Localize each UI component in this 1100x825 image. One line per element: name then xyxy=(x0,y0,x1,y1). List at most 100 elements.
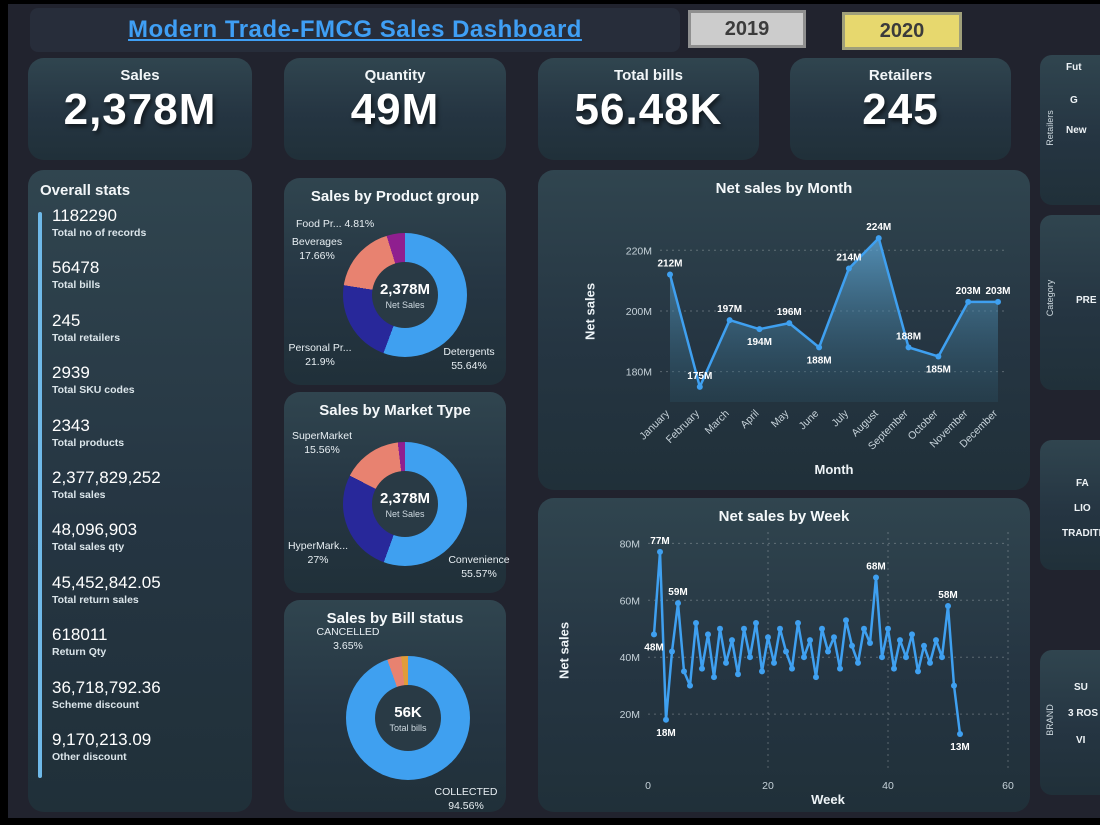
stat-total-sales: 2,377,829,252 Total sales xyxy=(52,467,161,501)
slicer-item-category-1[interactable]: PRE xyxy=(1076,295,1097,306)
svg-text:200M: 200M xyxy=(626,306,652,318)
product-group-donut-center: 2,378M Net Sales xyxy=(372,262,438,328)
svg-text:13M: 13M xyxy=(950,742,969,753)
svg-text:40M: 40M xyxy=(620,652,640,664)
svg-text:212M: 212M xyxy=(657,259,682,270)
retailers-slicer-panel: Retailers Fut G New xyxy=(1040,55,1100,205)
stat-return-qty: 618011 Return Qty xyxy=(52,625,108,659)
slicer-item-segment-1[interactable]: FA xyxy=(1076,478,1089,489)
product-group-chart-title: Sales by Product group xyxy=(310,188,480,205)
callout-hypermarket: HyperMark... 27% xyxy=(287,540,349,566)
market-type-donut-center: 2,378M Net Sales xyxy=(372,471,438,537)
svg-text:18M: 18M xyxy=(656,728,675,739)
kpi-retailers-card: Retailers 245 xyxy=(790,58,1011,160)
kpi-total-bills-card: Total bills 56.48K xyxy=(538,58,759,160)
stat-total-products: 2343 Total products xyxy=(52,415,125,449)
slicer-item-segment-3[interactable]: TRADITI xyxy=(1062,528,1100,539)
kpi-quantity-label: Quantity xyxy=(364,67,426,84)
svg-text:July: July xyxy=(829,407,851,429)
kpi-sales-value: 2,378M xyxy=(63,85,217,134)
net-sales-by-week-card: Net sales by Week 20M 40M 60M 80M 0 20 40 60 48M… xyxy=(538,498,1030,812)
slicer-item-brand-1[interactable]: SU xyxy=(1074,682,1088,693)
callout-personal-products: Personal Pr... 21.9% xyxy=(288,342,352,368)
svg-text:60: 60 xyxy=(1002,780,1014,792)
stat-total-records: 1182290 Total no of records xyxy=(52,206,147,239)
bill-status-donut-center: 56K Total bills xyxy=(375,685,441,751)
stat-total-sku-codes: 2939 Total SKU codes xyxy=(52,363,135,397)
year-2019-button[interactable]: 2019 xyxy=(688,10,806,48)
svg-text:196M: 196M xyxy=(777,307,802,318)
svg-text:185M: 185M xyxy=(926,364,951,375)
kpi-quantity-value: 49M xyxy=(350,85,440,134)
kpi-quantity-card: Quantity 49M xyxy=(284,58,506,160)
kpi-sales-card: Sales 2,378M xyxy=(28,58,252,160)
svg-text:224M: 224M xyxy=(866,222,891,233)
stat-scheme-discount: 36,718,792.36 Scheme discount xyxy=(52,677,161,711)
svg-text:188M: 188M xyxy=(896,331,921,342)
svg-text:March: March xyxy=(703,408,732,437)
week-line-chart[interactable]: 20M 40M 60M 80M 0 20 40 60 48M 77M 18M 59M 68M 58M 13M xyxy=(538,498,1030,812)
slicer-item-brand-2[interactable]: 3 ROS xyxy=(1068,708,1099,719)
stats-accent-bar xyxy=(38,212,42,778)
callout-food-products: Food Pr... 4.81% xyxy=(296,218,375,230)
callout-detergents: Detergents 55.64% xyxy=(443,346,495,372)
svg-text:80M: 80M xyxy=(620,538,640,550)
kpi-retailers-value: 245 xyxy=(862,85,939,134)
svg-text:77M: 77M xyxy=(650,536,669,547)
market-type-chart-title: Sales by Market Type xyxy=(319,402,471,419)
retailers-slicer-label: Retailers xyxy=(1045,110,1055,146)
kpi-total-bills-value: 56.48K xyxy=(574,85,723,134)
kpi-sales-label: Sales xyxy=(120,67,160,84)
week-chart-ylabel: Net sales xyxy=(556,621,572,680)
slicer-item-retailer-3[interactable]: New xyxy=(1066,125,1087,136)
brand-slicer-panel: BRAND SU 3 ROS VI xyxy=(1040,650,1100,795)
callout-beverages: Beverages 17.66% xyxy=(291,236,343,262)
svg-text:May: May xyxy=(769,407,792,430)
slicer-item-brand-3[interactable]: VI xyxy=(1076,735,1086,746)
week-chart-title: Net sales by Week xyxy=(718,508,850,525)
month-chart-ylabel: Net sales xyxy=(582,282,598,341)
bill-status-chart-title: Sales by Bill status xyxy=(326,610,464,627)
svg-text:203M: 203M xyxy=(956,286,981,297)
stats-list: 1182290 Total no of records 56478 Total … xyxy=(52,206,161,782)
svg-text:203M: 203M xyxy=(985,286,1010,297)
sales-by-market-type-card: Sales by Market Type 2,378M Net Sales Su… xyxy=(284,392,510,593)
slicer-item-segment-2[interactable]: LIO xyxy=(1074,503,1091,514)
overall-stats-card: Overall stats 1182290 Total no of record… xyxy=(28,170,252,812)
slicer-item-retailer-2[interactable]: G xyxy=(1070,95,1078,106)
svg-text:188M: 188M xyxy=(807,355,832,366)
stat-total-sales-qty: 48,096,903 Total sales qty xyxy=(52,520,138,554)
page-title: Modern Trade-FMCG Sales Dashboard xyxy=(128,16,582,43)
overall-stats-title: Overall stats xyxy=(40,182,131,199)
category-slicer-panel: Category PRE xyxy=(1040,215,1100,390)
kpi-retailers-label: Retailers xyxy=(868,67,933,84)
stat-other-discount: 9,170,213.09 Other discount xyxy=(52,729,152,763)
svg-text:20M: 20M xyxy=(620,709,640,721)
svg-text:197M: 197M xyxy=(717,304,742,315)
slicer-item-retailer-1[interactable]: Fut xyxy=(1066,62,1082,73)
year-2020-button[interactable]: 2020 xyxy=(842,12,962,50)
svg-text:58M: 58M xyxy=(938,590,957,601)
svg-text:20: 20 xyxy=(762,780,774,792)
svg-text:68M: 68M xyxy=(866,562,885,573)
svg-text:214M: 214M xyxy=(836,252,861,263)
week-chart-xlabel: Week xyxy=(811,792,845,807)
svg-text:180M: 180M xyxy=(626,367,652,379)
brand-slicer-label: BRAND xyxy=(1045,704,1055,736)
stat-total-retailers: 245 Total retailers xyxy=(52,310,121,344)
svg-text:June: June xyxy=(797,408,822,433)
month-chart-title: Net sales by Month xyxy=(715,180,853,197)
svg-text:April: April xyxy=(738,408,761,431)
svg-text:0: 0 xyxy=(645,780,651,792)
segment-slicer-panel: FA LIO TRADITI xyxy=(1040,440,1100,570)
sales-by-product-group-card: Sales by Product group 2,378M Net Sales … xyxy=(284,178,506,385)
svg-text:194M: 194M xyxy=(747,337,772,348)
month-chart-xlabel: Month xyxy=(814,462,854,477)
callout-convenience: Convenience 55.57% xyxy=(448,554,510,580)
svg-text:59M: 59M xyxy=(668,587,687,598)
kpi-total-bills-label: Total bills xyxy=(614,67,683,84)
svg-text:60M: 60M xyxy=(620,595,640,607)
svg-text:175M: 175M xyxy=(687,371,712,382)
